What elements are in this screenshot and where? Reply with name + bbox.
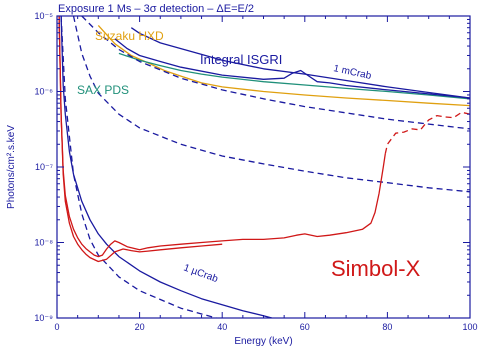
x-tick-label: 0 [54,322,59,332]
sax-pds-label: SAX PDS [77,83,129,97]
series-crab_1ucrab [60,16,272,318]
series-simbolx_low [58,16,223,263]
y-tick-label: 10⁻⁹ [34,313,53,323]
series-simbolx [58,16,386,258]
series-layer [58,16,470,318]
y-tick-label: 10⁻⁷ [35,162,53,172]
series-crab_1mcrab [130,27,470,99]
axes-layer: 0 20 40 60 80 100 10⁻⁹ 10⁻⁸ 10⁻⁷ 10⁻⁶ 10⁻⁵ [34,11,477,332]
y-tick-label: 10⁻⁶ [35,87,54,97]
simbol-x-label: Simbol-X [331,256,421,281]
one-ucrab-label: 1 µCrab [182,262,220,285]
suzaku-hxd-label: Suzaku HXD [95,29,164,43]
x-axis-label: Energy (keV) [234,336,292,347]
integral-isgri-label: Integral ISGRI [200,52,282,67]
series-simbolx_extrapolated [384,111,470,154]
y-tick-label: 10⁻⁵ [35,11,54,21]
series-suzaku [97,24,470,107]
series-isgri [114,38,470,99]
x-tick-label: 100 [462,322,477,332]
x-tick-label: 40 [217,322,227,332]
y-axis-label: Photons/cm².s.keV [6,125,17,209]
series-sax [118,52,470,100]
chart-title: Exposure 1 Ms – 3σ detection – ΔE=E/2 [58,3,254,15]
y-tick-label: 10⁻⁸ [34,238,53,248]
x-tick-label: 80 [382,322,392,332]
x-tick-label: 20 [135,322,145,332]
x-tick-label: 60 [300,322,310,332]
series-crab_100ucrab [81,16,470,130]
series-crab_10ucrab_low [60,16,219,318]
